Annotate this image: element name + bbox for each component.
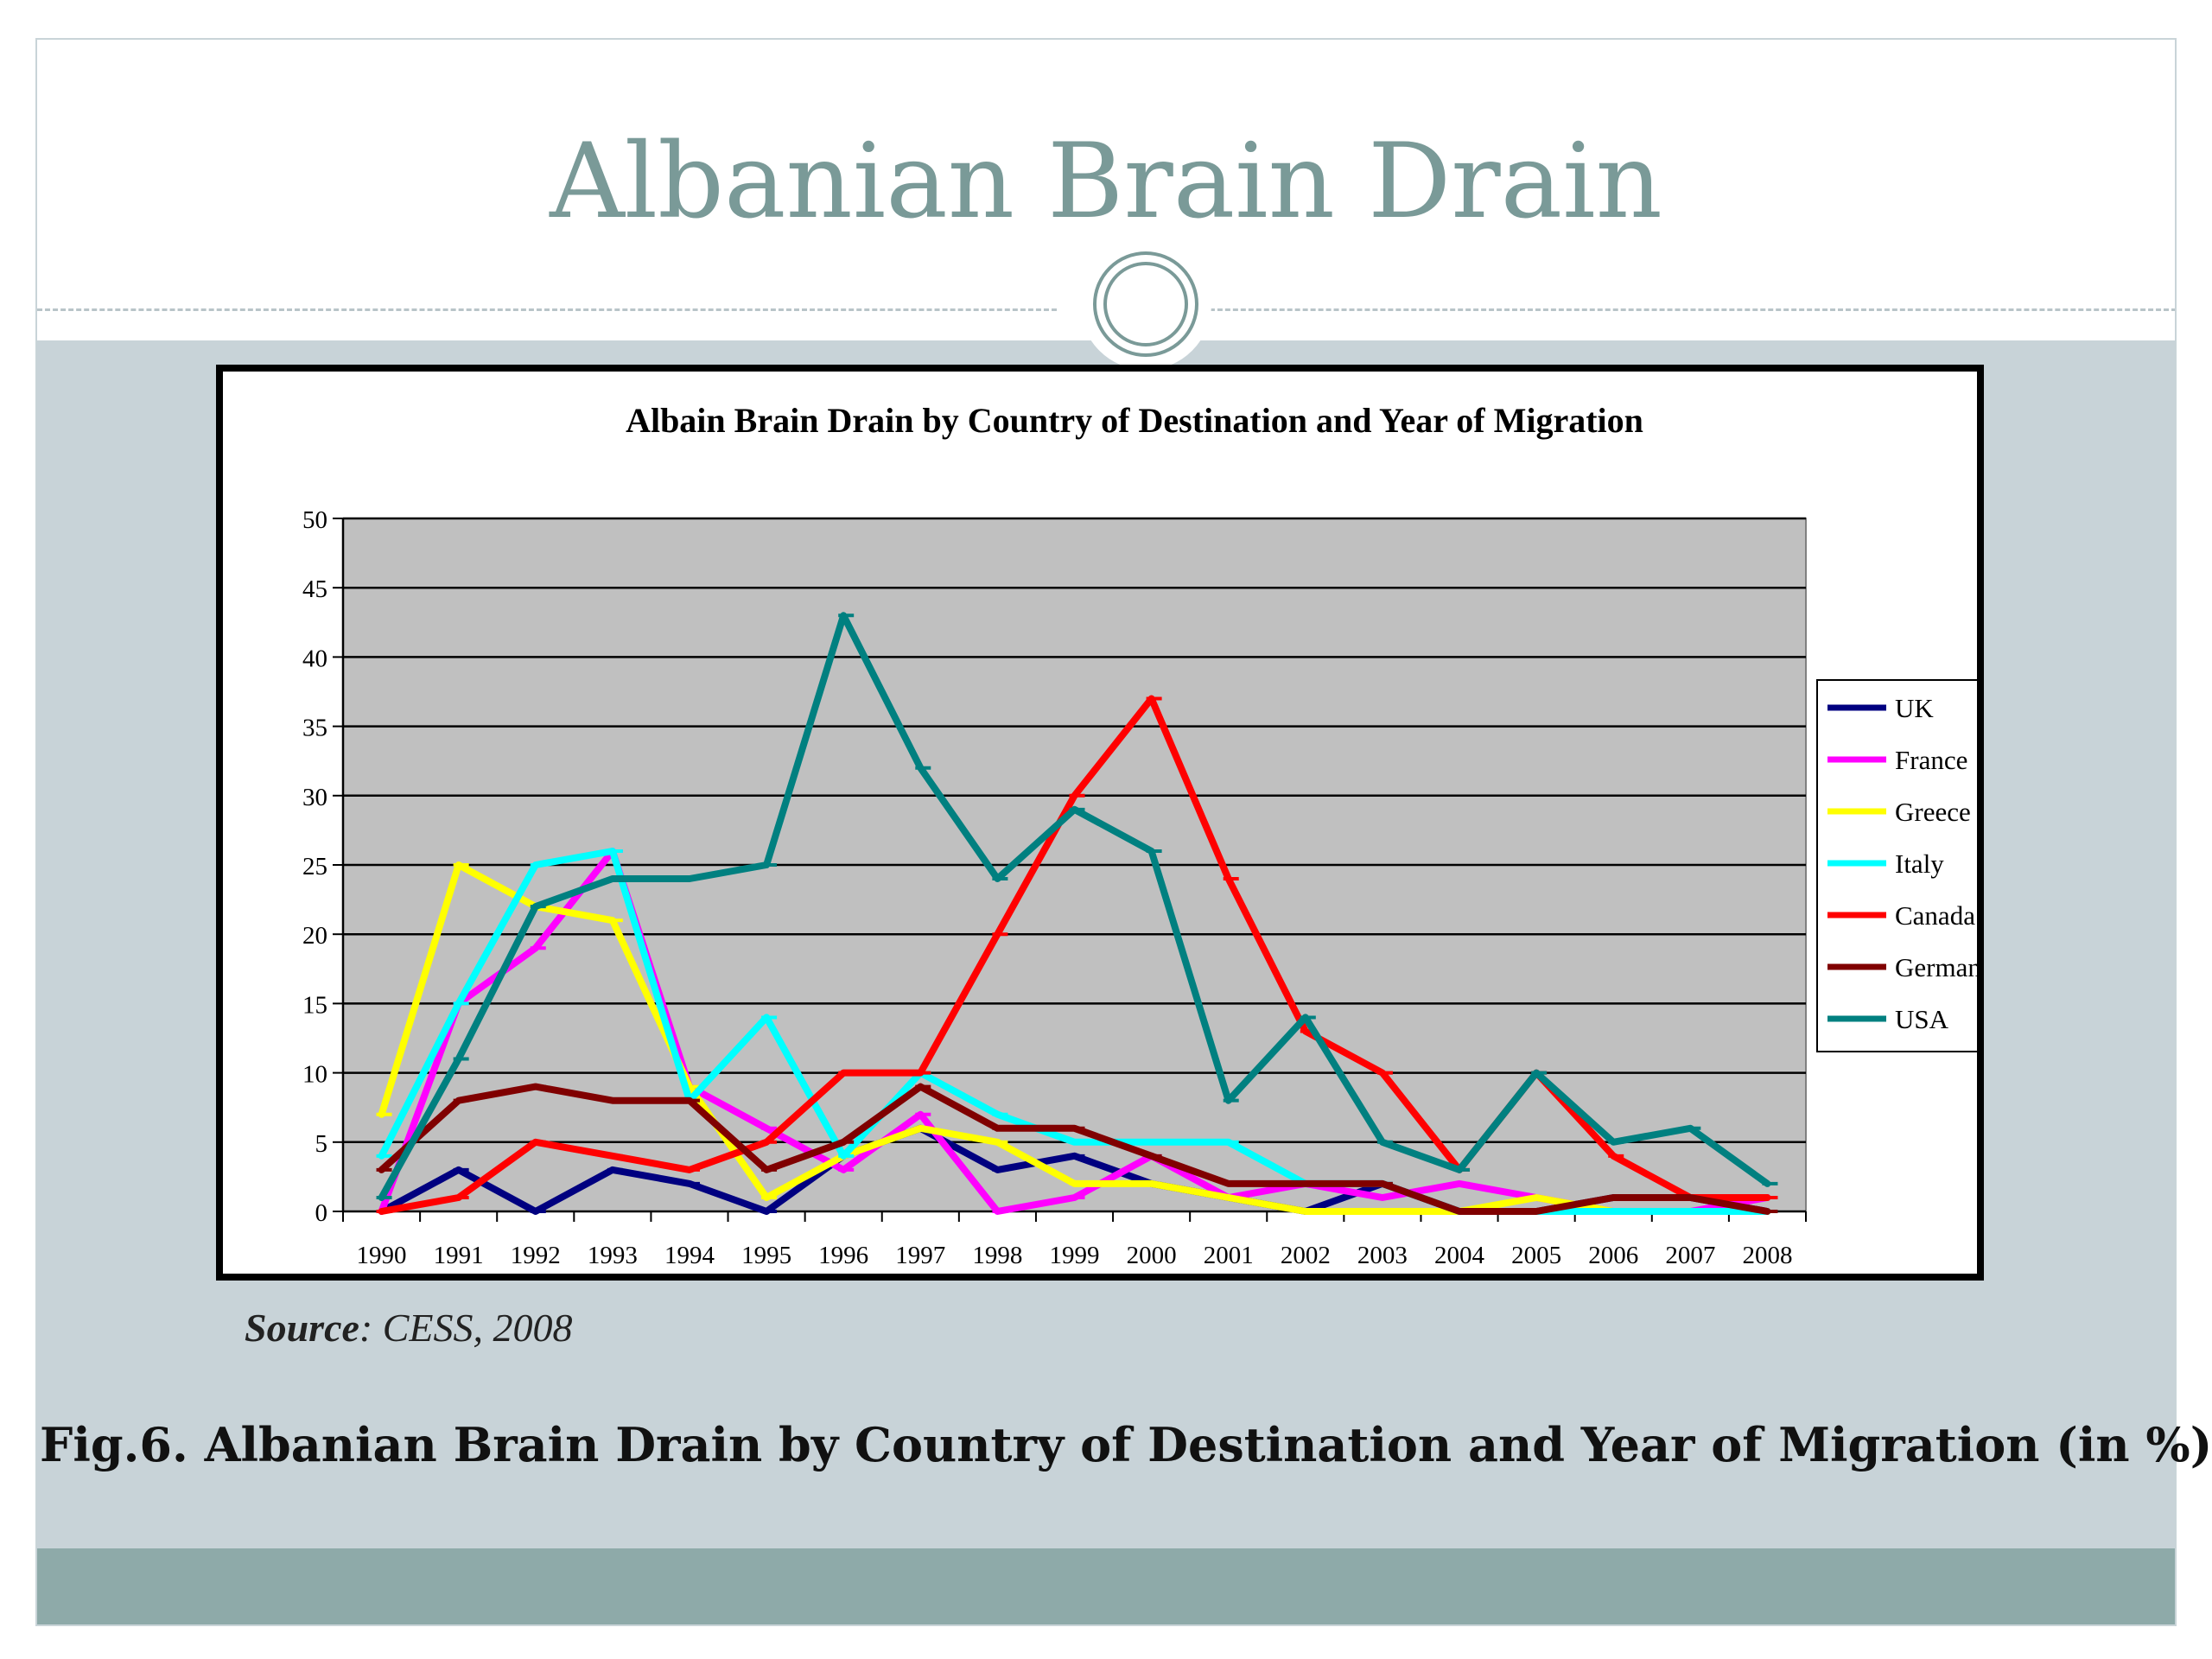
- legend-label-italy: Italy: [1895, 849, 1944, 879]
- x-tick-label: 2003: [1357, 1242, 1408, 1269]
- legend-label-uk: UK: [1895, 693, 1934, 723]
- x-tick-label: 1993: [588, 1242, 638, 1269]
- chart-title: Albain Brain Drain by Country of Destina…: [626, 401, 1643, 440]
- y-tick-label: 20: [302, 922, 327, 950]
- y-tick-label: 35: [302, 715, 327, 742]
- y-tick-label: 10: [302, 1061, 327, 1089]
- footer-bar: [37, 1548, 2175, 1624]
- x-tick-label: 2007: [1665, 1242, 1715, 1269]
- x-tick-label: 1997: [895, 1242, 945, 1269]
- ornament-circle-icon: [1080, 238, 1211, 370]
- y-tick-label: 5: [315, 1130, 328, 1158]
- x-tick-label: 2005: [1511, 1242, 1561, 1269]
- x-tick-label: 1994: [664, 1242, 715, 1269]
- y-tick-label: 45: [302, 575, 327, 603]
- chart-box: Albain Brain Drain by Country of Destina…: [216, 365, 1984, 1281]
- figure-caption: Fig.6. Albanian Brain Drain by Country o…: [40, 1417, 2212, 1472]
- slide-title: Albanian Brain Drain: [550, 122, 1662, 242]
- legend-label-greece: Greece: [1895, 797, 1971, 827]
- x-tick-label: 1998: [972, 1242, 1022, 1269]
- x-tick-label: 1990: [357, 1242, 407, 1269]
- source-line: Source: CESS, 2008: [245, 1305, 573, 1351]
- line-chart: Albain Brain Drain by Country of Destina…: [302, 401, 1977, 1269]
- x-tick-label: 1999: [1050, 1242, 1100, 1269]
- ornament-ring-inner: [1103, 262, 1188, 346]
- divider-line-left: [37, 308, 1057, 311]
- legend-label-usa: USA: [1895, 1004, 1949, 1034]
- x-tick-label: 1992: [511, 1242, 561, 1269]
- legend-label-france: France: [1895, 745, 1967, 775]
- source-label: Source: [245, 1306, 359, 1350]
- divider-line-right: [1186, 308, 2175, 311]
- x-tick-label: 1991: [434, 1242, 484, 1269]
- y-tick-label: 15: [302, 991, 327, 1019]
- legend-label-germany: Germany: [1895, 952, 1977, 982]
- y-tick-label: 25: [302, 853, 327, 880]
- x-tick-label: 1995: [741, 1242, 791, 1269]
- x-tick-label: 2000: [1127, 1242, 1177, 1269]
- x-tick-label: 2008: [1742, 1242, 1792, 1269]
- x-tick-label: 2002: [1281, 1242, 1331, 1269]
- y-tick-label: 50: [302, 506, 327, 534]
- x-tick-label: 2006: [1588, 1242, 1638, 1269]
- y-tick-label: 40: [302, 645, 327, 672]
- source-text: : CESS, 2008: [359, 1306, 573, 1350]
- legend-label-canada: Canada: [1895, 900, 1975, 931]
- x-tick-label: 2004: [1434, 1242, 1485, 1269]
- y-tick-label: 0: [315, 1199, 328, 1227]
- y-tick-label: 30: [302, 784, 327, 811]
- x-tick-label: 2001: [1204, 1242, 1254, 1269]
- x-tick-label: 1996: [818, 1242, 868, 1269]
